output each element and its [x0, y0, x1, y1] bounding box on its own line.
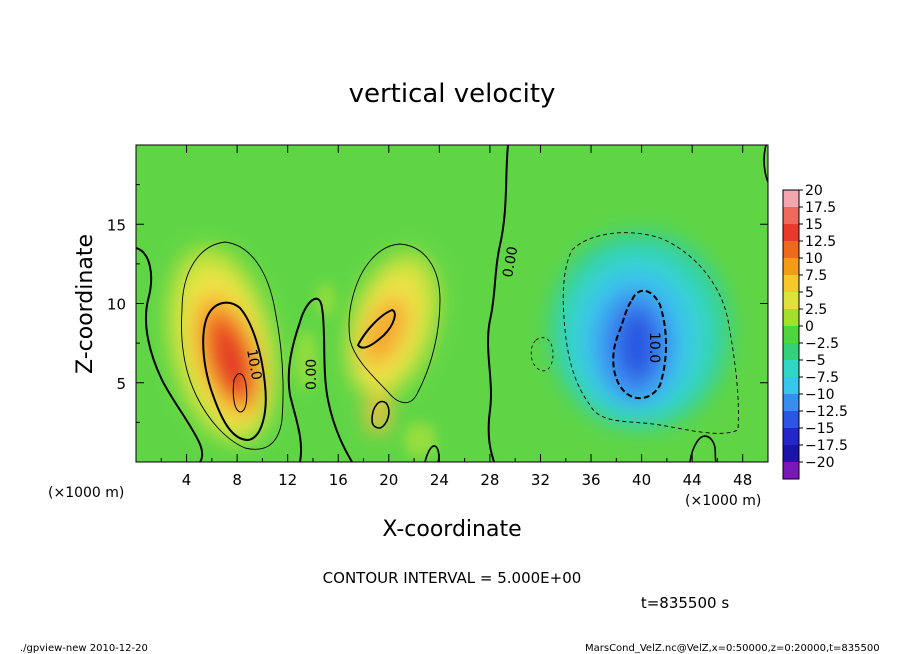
contour-0-c	[487, 145, 509, 462]
colorbar-swatch	[783, 411, 799, 428]
contour-interval: CONTOUR INTERVAL = 5.000E+00	[323, 569, 582, 587]
x-tick-label: 48	[733, 471, 752, 489]
colorbar-swatch	[783, 428, 799, 445]
contour-0-a	[136, 247, 204, 462]
colorbar-label: −2.5	[805, 336, 839, 352]
contour-0-f	[763, 145, 768, 183]
contour-label-top: 0.00	[500, 245, 521, 278]
contour-10-mid	[356, 308, 396, 349]
colorbar-swatch	[783, 360, 799, 377]
footer-right: MarsCond_VelZ.nc@VelZ,x=0:50000,z=0:2000…	[585, 643, 880, 654]
x-tick-label: 32	[531, 471, 550, 489]
contour-0-b	[287, 297, 353, 462]
colorbar-label: 0	[805, 319, 814, 335]
colorbar-label: 2.5	[805, 302, 827, 318]
colorbar-label: 5	[805, 285, 814, 301]
colorbar-label: −12.5	[805, 404, 848, 420]
colorbar-swatch	[783, 241, 799, 258]
y-axis-label: Z-coordinate	[73, 234, 98, 374]
downdraft-right	[548, 230, 732, 430]
chart-title: vertical velocity	[349, 79, 556, 109]
contour-label-mid: 0.00	[304, 359, 320, 390]
time-label: t=835500 s	[641, 594, 729, 612]
contour-10-left	[202, 301, 267, 442]
colorbar: 2017.51512.5107.552.50−2.5−5−7.5−10−12.5…	[782, 183, 848, 480]
contour-5-mid	[348, 243, 441, 403]
x-tick-label: 16	[329, 471, 348, 489]
x-tick-label: 44	[683, 471, 702, 489]
colorbar-label: 17.5	[805, 200, 836, 216]
contour-0-d	[424, 445, 440, 462]
colorbar-label: 12.5	[805, 234, 836, 250]
colorbar-label: −5	[805, 353, 826, 369]
colorbar-swatch	[783, 377, 799, 394]
contour-label-right: 10.0	[646, 332, 662, 363]
x-tick-label: 36	[581, 471, 600, 489]
contour-15-left	[232, 373, 248, 413]
colorbar-swatch	[783, 326, 799, 343]
contour-5-neg-small	[530, 337, 554, 372]
x-tick-label: 20	[379, 471, 398, 489]
colorbar-label: 10	[805, 251, 823, 267]
y-tick-label: 10	[107, 296, 126, 314]
contour-5-left	[181, 241, 284, 450]
colorbar-swatch	[783, 207, 799, 224]
y-tick-label: 5	[116, 375, 126, 393]
minor-bumps	[294, 282, 436, 458]
colorbar-swatch	[783, 292, 799, 309]
x-tick-label: 28	[480, 471, 499, 489]
x-tick-label: 12	[278, 471, 297, 489]
colorbar-swatch	[783, 309, 799, 326]
colorbar-swatch	[783, 394, 799, 411]
colorbar-label: 20	[805, 183, 823, 199]
x-tick-label: 4	[182, 471, 192, 489]
colorbar-swatch	[783, 224, 799, 241]
contours	[136, 145, 768, 462]
x-axis-label: X-coordinate	[382, 517, 521, 542]
contour-0-e	[689, 435, 717, 462]
colorbar-label: −15	[805, 421, 835, 437]
x-unit-right: (×1000 m)	[685, 493, 761, 509]
y-axis-ticks: 5 10 15	[107, 184, 768, 423]
plot-area: 10.0 0.00 0.00 10.0	[136, 145, 768, 462]
colorbar-swatch	[783, 462, 799, 479]
colorbar-swatch	[783, 275, 799, 292]
colorbar-label: 15	[805, 217, 823, 233]
colorbar-label: 7.5	[805, 268, 827, 284]
x-tick-label: 24	[430, 471, 449, 489]
colorbar-frame	[782, 189, 800, 480]
colorbar-swatch	[783, 343, 799, 360]
colorbar-swatch	[783, 445, 799, 462]
y-tick-label: 15	[107, 216, 126, 234]
colorbar-label: −17.5	[805, 438, 848, 454]
x-tick-label: 40	[632, 471, 651, 489]
colorbar-label: −20	[805, 455, 835, 471]
x-unit-left: (×1000 m)	[48, 485, 124, 501]
contour-10-neg	[612, 289, 667, 400]
colorbar-swatch	[783, 258, 799, 275]
colorbar-swatch	[783, 190, 799, 207]
x-axis-ticks: 4 8 12 16 20 24 28 32 36 40 44 48	[160, 145, 752, 489]
footer-left: ./gpview-new 2010-12-20	[20, 643, 148, 654]
colorbar-label: −10	[805, 387, 835, 403]
colorbar-label: −7.5	[805, 370, 839, 386]
x-tick-label: 8	[232, 471, 242, 489]
contour-label-left: 10.0	[243, 348, 264, 381]
contour-10-mid-low	[371, 400, 390, 429]
